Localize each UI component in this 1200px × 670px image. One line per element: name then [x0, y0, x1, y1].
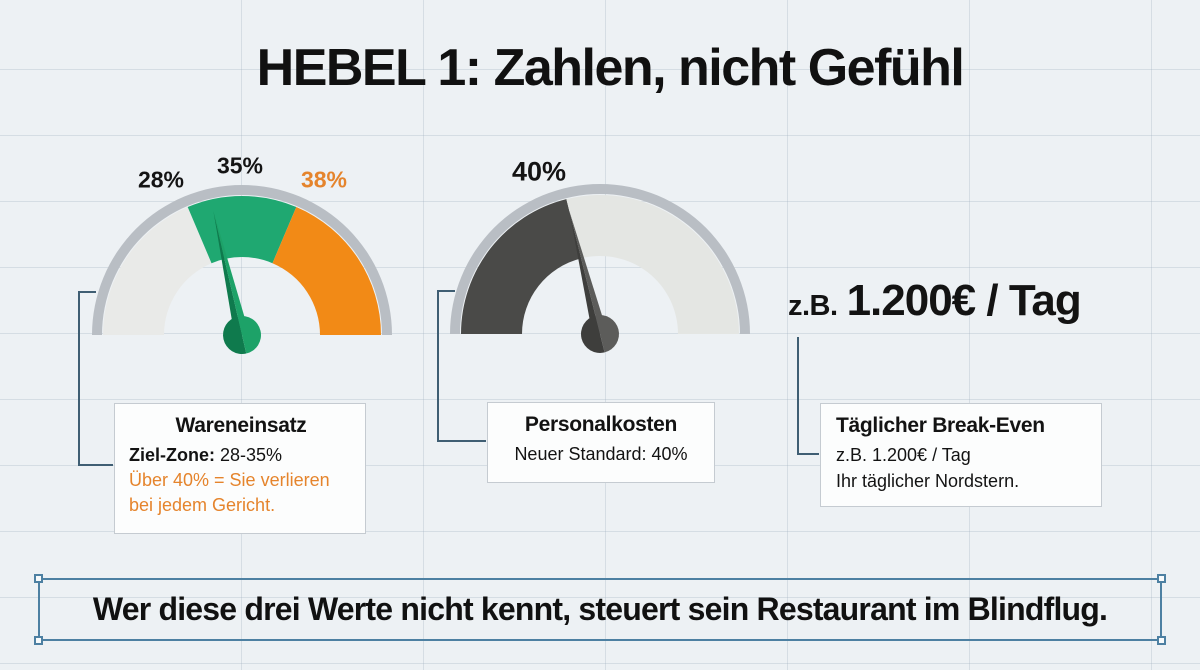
personalkosten-box-title: Personalkosten	[524, 413, 678, 436]
personalkosten-gauge	[450, 184, 750, 353]
wareneinsatz-target-zone: Ziel-Zone: 28-35%	[129, 442, 353, 468]
gauge1-tick-35: 35%	[216, 152, 264, 179]
wareneinsatz-box-title: Wareneinsatz	[175, 414, 307, 437]
wareneinsatz-box: Wareneinsatz Ziel-Zone: 28-35% Über 40% …	[114, 403, 366, 534]
callout-prefix: z.B.	[788, 290, 838, 322]
personalkosten-box: Personalkosten Neuer Standard: 40%	[487, 402, 715, 483]
gauge2-tick-40: 40%	[511, 156, 567, 187]
break-even-box: Täglicher Break-Even z.B. 1.200€ / Tag I…	[820, 403, 1102, 507]
warning-line-1: Über 40% = Sie verlieren	[129, 470, 330, 490]
bottom-banner: Wer diese drei Werte nicht kennt, steuer…	[34, 574, 1166, 645]
selection-handle-bottom-right[interactable]	[1157, 636, 1166, 645]
connector-break-even	[797, 337, 819, 455]
personalkosten-standard: Neuer Standard: 40%	[514, 444, 688, 464]
break-even-note: Ihr täglicher Nordstern.	[836, 471, 1020, 491]
selection-handle-bottom-left[interactable]	[34, 636, 43, 645]
break-even-box-title: Täglicher Break-Even	[836, 414, 1045, 437]
banner-text: Wer diese drei Werte nicht kennt, steuer…	[92, 591, 1108, 627]
target-zone-value: 28-35%	[215, 445, 283, 465]
warning-line-2: bei jedem Gericht.	[129, 495, 276, 515]
wareneinsatz-gauge	[92, 185, 392, 354]
page-title: HEBEL 1: Zahlen, nicht Gefühl	[256, 39, 965, 97]
selection-handle-top-right[interactable]	[1157, 574, 1166, 583]
break-even-value: z.B. 1.200€ / Tag	[836, 445, 971, 465]
break-even-callout: z.B. 1.200€ / Tag	[788, 276, 1082, 326]
wareneinsatz-warning: Über 40% = Sie verlieren bei jedem Geric…	[129, 468, 353, 518]
target-zone-label: Ziel-Zone:	[129, 445, 215, 465]
callout-value: 1.200€ / Tag	[846, 276, 1082, 325]
selection-handle-top-left[interactable]	[34, 574, 43, 583]
gauge1-tick-28: 28%	[137, 166, 185, 193]
gauge1-tick-38: 38%	[300, 166, 348, 193]
